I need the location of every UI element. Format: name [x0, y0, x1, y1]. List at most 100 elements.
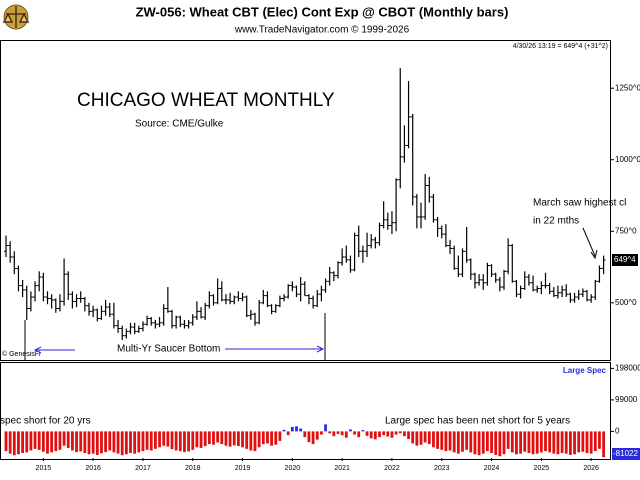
bar: [481, 431, 485, 454]
x-tick-label: 2015: [36, 465, 52, 472]
bar: [224, 431, 228, 446]
bar: [311, 431, 315, 445]
x-tick-label: 2019: [235, 465, 251, 472]
bar: [394, 431, 398, 435]
x-tick-label: 2026: [583, 465, 599, 472]
bar: [531, 431, 535, 455]
bar: [427, 431, 431, 445]
x-tick-label: 2016: [85, 465, 101, 472]
bar: [353, 431, 356, 435]
bar: [477, 431, 481, 456]
bar: [390, 431, 394, 438]
bar: [195, 431, 199, 448]
bar: [527, 431, 531, 454]
legend-entry: Large Spec: [563, 366, 607, 375]
bar: [295, 426, 298, 432]
bar: [506, 431, 510, 449]
bar: [21, 431, 24, 454]
bar: [548, 431, 552, 453]
y-tick-label: 1250^0: [615, 83, 640, 92]
bar: [29, 431, 33, 451]
last-value-label: -81022: [613, 449, 638, 458]
bar: [423, 431, 427, 443]
bar: [149, 431, 153, 451]
bar: [145, 431, 149, 450]
bar: [261, 431, 265, 445]
bar: [440, 431, 444, 450]
bar: [448, 431, 452, 451]
bar: [266, 431, 269, 444]
copyright: © GenesisFi: [2, 350, 41, 358]
bar: [436, 431, 439, 449]
bar: [486, 431, 489, 452]
bar: [25, 431, 29, 453]
x-tick-label: 2024: [484, 465, 500, 472]
y-tick-label: 750^0: [615, 226, 637, 235]
annotation: March saw highest cl: [533, 198, 626, 209]
bar: [170, 431, 174, 450]
bar: [50, 431, 54, 453]
bar: [216, 431, 220, 443]
bar: [17, 431, 20, 455]
annotation: Large spec has been net short for 5 year…: [385, 416, 570, 427]
bar: [465, 431, 469, 450]
bar: [124, 431, 128, 455]
x-tick-label: 2020: [285, 465, 301, 472]
x-tick-label: 2023: [434, 465, 450, 472]
last-value-label: 649^4: [614, 255, 636, 264]
bar: [112, 431, 116, 453]
bar: [523, 431, 527, 452]
bar: [191, 431, 195, 450]
timestamp: 4/30/26 13:19 = 649^4 (+31^2): [513, 43, 608, 50]
bar: [54, 431, 58, 452]
bar: [183, 431, 186, 453]
bar: [8, 431, 12, 454]
bar: [581, 431, 585, 452]
bar: [378, 431, 381, 438]
bar: [349, 429, 352, 432]
bar: [502, 431, 506, 455]
bar: [257, 431, 261, 448]
bar: [336, 431, 340, 434]
bar: [544, 431, 547, 452]
bar: [573, 431, 576, 455]
bar: [386, 431, 390, 437]
bar: [187, 431, 190, 452]
bar: [315, 431, 319, 440]
bar: [253, 431, 257, 452]
bar: [324, 424, 327, 432]
bar: [282, 429, 286, 432]
y-tick-label: 198000: [615, 364, 640, 373]
bar: [515, 431, 518, 455]
x-tick-label: 2022: [384, 465, 400, 472]
bar: [403, 431, 406, 437]
bar: [602, 431, 605, 458]
bar: [519, 431, 522, 454]
bar: [361, 430, 365, 432]
bar: [564, 431, 568, 454]
chart-subtitle: www.TradeNavigator.com © 1999-2026: [234, 25, 410, 36]
bar: [411, 431, 415, 444]
bar: [162, 431, 166, 446]
bar: [320, 431, 323, 435]
bar: [212, 431, 215, 445]
annotation: Multi-Yr Saucer Bottom: [117, 344, 220, 355]
heading: CHICAGO WHEAT MONTHLY: [77, 90, 335, 111]
last-value-box: [612, 448, 640, 460]
bar: [108, 431, 112, 451]
bar: [274, 431, 278, 445]
bar: [120, 431, 124, 456]
x-tick-label: 2018: [185, 465, 201, 472]
bar: [91, 431, 95, 454]
bar: [299, 428, 303, 432]
bar: [166, 431, 170, 447]
bar: [432, 431, 435, 448]
x-tick-label: 2017: [135, 465, 151, 472]
bar: [245, 431, 249, 449]
bar: [498, 431, 502, 457]
price-panel: [0, 40, 611, 361]
source: Source: CME/Gulke: [135, 119, 224, 130]
bar: [199, 431, 203, 448]
